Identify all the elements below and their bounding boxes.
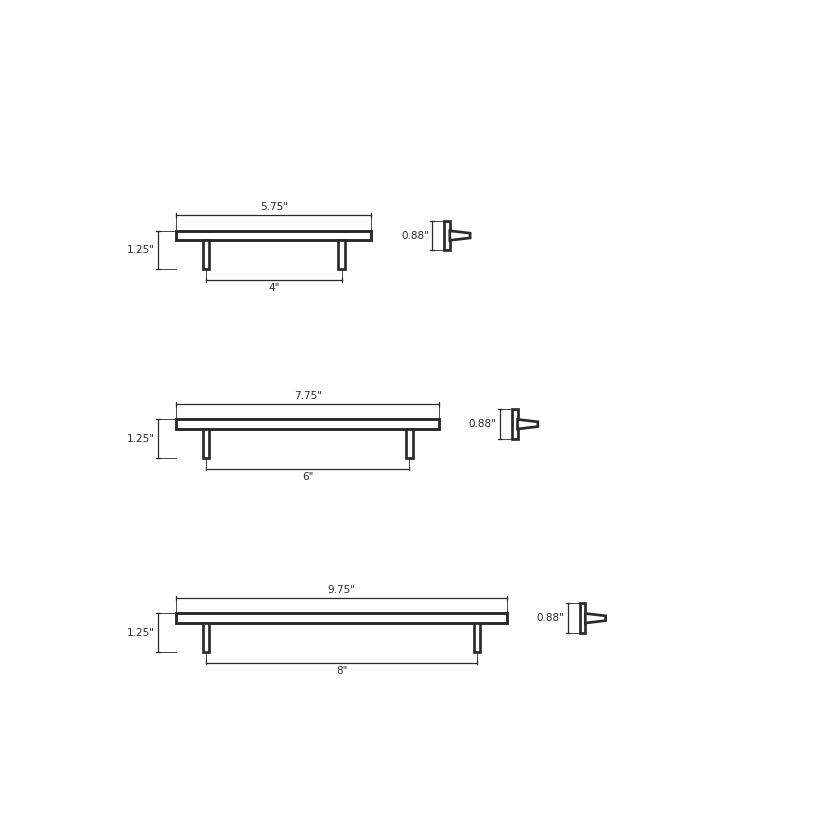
Bar bbox=[444, 221, 449, 250]
Bar bbox=[202, 623, 209, 652]
Bar bbox=[176, 419, 439, 429]
Text: 4": 4" bbox=[268, 283, 280, 293]
Bar bbox=[474, 623, 480, 652]
Bar bbox=[339, 240, 345, 269]
Text: 0.88": 0.88" bbox=[537, 613, 564, 623]
Text: 1.25": 1.25" bbox=[127, 627, 155, 638]
Text: 5.75": 5.75" bbox=[260, 202, 288, 213]
Bar bbox=[406, 429, 412, 458]
Text: 0.88": 0.88" bbox=[401, 230, 429, 240]
Bar bbox=[202, 240, 209, 269]
Bar bbox=[202, 429, 209, 458]
Polygon shape bbox=[585, 613, 606, 623]
Text: 1.25": 1.25" bbox=[127, 245, 155, 255]
Bar bbox=[176, 231, 371, 240]
Bar bbox=[580, 603, 585, 633]
Polygon shape bbox=[449, 231, 470, 240]
Text: 8": 8" bbox=[336, 665, 347, 675]
Text: 7.75": 7.75" bbox=[294, 391, 322, 401]
Polygon shape bbox=[517, 419, 538, 429]
Text: 1.25": 1.25" bbox=[127, 433, 155, 444]
Bar bbox=[512, 409, 517, 439]
Text: 6": 6" bbox=[302, 471, 313, 481]
Bar bbox=[176, 613, 507, 623]
Text: 9.75": 9.75" bbox=[328, 585, 355, 595]
Text: 0.88": 0.88" bbox=[469, 419, 496, 429]
